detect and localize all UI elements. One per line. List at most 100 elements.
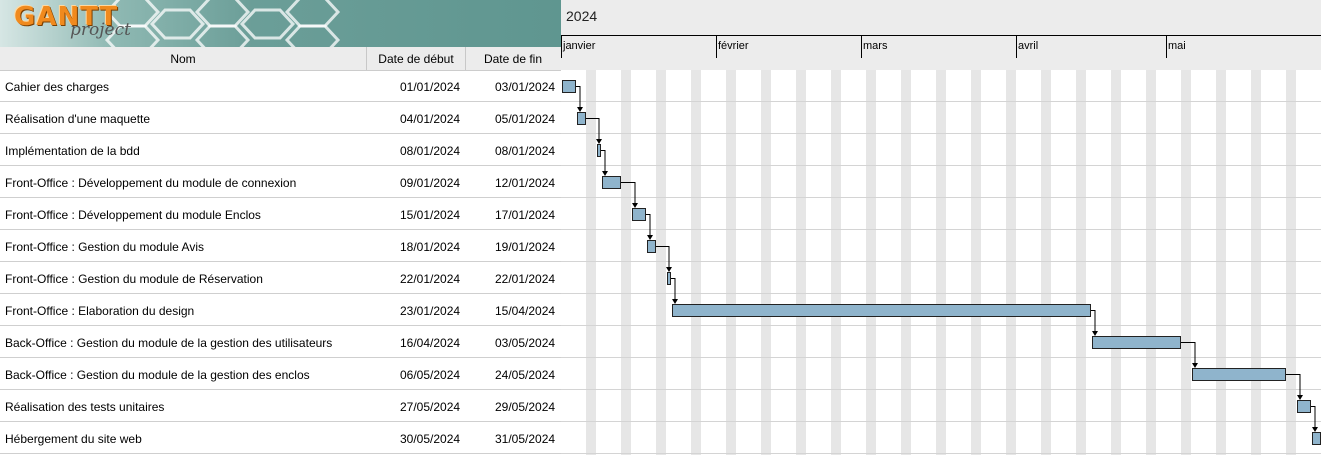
timeline-divider — [561, 35, 1321, 36]
dependency-line — [1181, 342, 1196, 364]
task-end-date: 12/01/2024 — [495, 176, 556, 190]
weekend-stripe — [726, 70, 731, 455]
task-start-date: 04/01/2024 — [400, 112, 461, 126]
dependency-arrowhead — [1092, 331, 1098, 336]
weekend-stripe — [761, 70, 766, 455]
weekend-stripe — [1221, 70, 1226, 455]
task-end-date: 29/05/2024 — [495, 400, 556, 414]
task-name: Front-Office : Gestion du module de Rése… — [5, 272, 263, 286]
dependency-line — [646, 214, 651, 236]
task-row[interactable]: Back-Office : Gestion du module de la ge… — [0, 326, 561, 358]
task-bar — [1312, 432, 1321, 445]
weekend-stripe — [901, 70, 906, 455]
dependency-line — [1091, 310, 1096, 332]
weekend-stripe — [661, 70, 666, 455]
weekend-stripe — [691, 70, 696, 455]
column-header-end-date[interactable]: Date de fin — [483, 52, 543, 66]
task-bar — [1092, 336, 1181, 349]
task-row[interactable]: Hébergement du site web 30/05/2024 31/05/2… — [0, 422, 561, 454]
task-start-date: 27/05/2024 — [400, 400, 461, 414]
task-row[interactable]: Front-Office : Développement du module E… — [0, 198, 561, 230]
weekend-stripe — [586, 70, 591, 455]
ganttproject-logo: GANTT project — [0, 0, 561, 47]
task-start-date: 18/01/2024 — [400, 240, 461, 254]
task-bar — [1192, 368, 1286, 381]
task-row[interactable]: Front-Office : Gestion du module de Rése… — [0, 262, 561, 294]
dependency-line — [1286, 374, 1301, 396]
task-name: Réalisation d'une maquette — [5, 112, 151, 126]
gantt-chart-area[interactable] — [561, 70, 1321, 455]
task-bar — [597, 144, 601, 157]
task-bar — [667, 272, 671, 285]
weekend-stripe — [1181, 70, 1186, 455]
month-label: février — [716, 36, 749, 58]
dependency-arrowhead — [1192, 363, 1198, 368]
dependency-line — [656, 246, 670, 268]
task-row[interactable]: Back-Office : Gestion du module de la ge… — [0, 358, 561, 390]
dependency-line — [1311, 406, 1316, 428]
month-label: avril — [1016, 36, 1038, 58]
weekend-stripe — [1116, 70, 1121, 455]
task-name: Implémentation de la bdd — [5, 144, 140, 158]
task-row[interactable]: Cahier des charges 01/01/2024 03/01/2024 — [0, 70, 561, 102]
task-end-date: 08/01/2024 — [495, 144, 556, 158]
dependency-line — [601, 150, 606, 172]
task-row[interactable]: Front-Office : Développement du module d… — [0, 166, 561, 198]
weekend-stripe — [871, 70, 876, 455]
task-start-date: 08/01/2024 — [400, 144, 461, 158]
weekend-stripe — [656, 70, 661, 455]
weekend-stripe — [1251, 70, 1256, 455]
weekend-stripe — [971, 70, 976, 455]
task-end-date: 05/01/2024 — [495, 112, 556, 126]
weekend-stripe — [1146, 70, 1151, 455]
task-end-date: 31/05/2024 — [495, 432, 556, 446]
task-name: Front-Office : Gestion du module Avis — [5, 240, 204, 254]
task-bar — [632, 208, 646, 221]
task-row[interactable]: Front-Office : Elaboration du design 23/0… — [0, 294, 561, 326]
task-name: Réalisation des tests unitaires — [5, 400, 165, 414]
task-name: Front-Office : Développement du module d… — [5, 176, 297, 190]
weekend-stripe — [941, 70, 946, 455]
weekend-stripe — [836, 70, 841, 455]
dependency-arrowhead — [596, 139, 602, 144]
weekend-stripe — [796, 70, 801, 455]
dependency-line — [576, 86, 581, 108]
weekend-stripe — [621, 70, 626, 455]
hexagon-pattern — [104, 0, 341, 47]
weekend-stripe — [591, 70, 596, 455]
dependency-line — [671, 278, 676, 300]
logo-project-text: project — [70, 20, 131, 40]
column-header-start-date[interactable]: Date de début — [367, 47, 466, 70]
weekend-stripe — [1006, 70, 1011, 455]
weekend-stripe — [731, 70, 736, 455]
task-name: Front-Office : Développement du module E… — [5, 208, 261, 222]
weekend-stripe — [766, 70, 771, 455]
task-end-date: 22/01/2024 — [495, 272, 556, 286]
weekend-stripe — [976, 70, 981, 455]
task-end-date: 24/05/2024 — [495, 368, 556, 382]
dependency-arrowhead — [602, 171, 608, 176]
task-start-date: 15/01/2024 — [400, 208, 461, 222]
weekend-stripe — [1111, 70, 1116, 455]
task-row[interactable]: Réalisation d'une maquette 04/01/2024 05/0… — [0, 102, 561, 134]
task-start-date: 23/01/2024 — [400, 304, 461, 318]
weekend-stripe — [1291, 70, 1296, 455]
weekend-stripe — [801, 70, 806, 455]
task-bar — [602, 176, 621, 189]
task-bar — [672, 304, 1091, 317]
weekend-stripe — [906, 70, 911, 455]
task-row[interactable]: Front-Office : Gestion du module Avis 18/… — [0, 230, 561, 262]
task-name: Cahier des charges — [5, 80, 110, 94]
weekend-stripe — [1256, 70, 1261, 455]
task-end-date: 03/01/2024 — [495, 80, 556, 94]
task-end-date: 17/01/2024 — [495, 208, 556, 222]
column-header-name[interactable]: Nom — [0, 47, 367, 70]
task-row[interactable]: Réalisation des tests unitaires 27/05/202… — [0, 390, 561, 422]
month-label: mars — [861, 36, 887, 58]
timeline-month-header: janvier février mars avril mai — [561, 36, 1321, 70]
task-end-date: 19/01/2024 — [495, 240, 556, 254]
task-end-date: 15/04/2024 — [495, 304, 556, 318]
task-row[interactable]: Implémentation de la bdd 08/01/2024 08/01/… — [0, 134, 561, 166]
task-start-date: 01/01/2024 — [400, 80, 461, 94]
weekend-stripe — [1216, 70, 1221, 455]
